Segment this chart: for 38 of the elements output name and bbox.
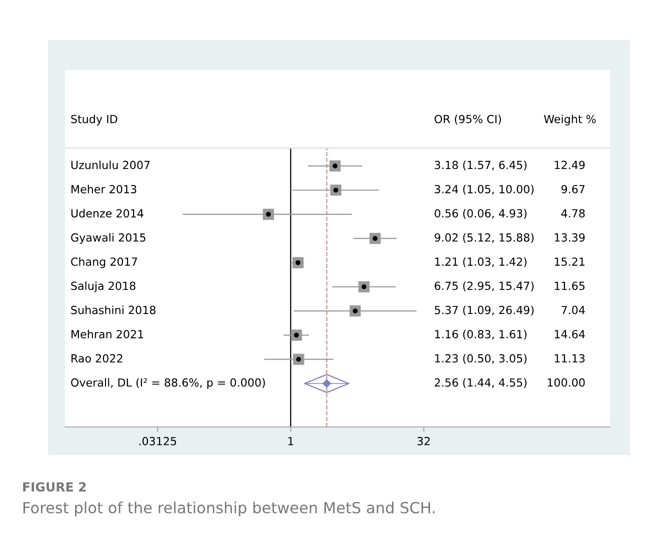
- annotation: 12.49: [554, 160, 585, 170]
- y-tick-label: Saluja 2018: [71, 281, 136, 292]
- y-tick-label: Rao 2022: [72, 354, 122, 363]
- y-tick-label: Uzunlulu 2007: [71, 160, 150, 170]
- annotation: 11.65: [554, 282, 585, 290]
- annotation: 1.16 (0.83, 1.61): [435, 330, 526, 340]
- annotation: 13.39: [554, 233, 585, 242]
- text: FIGURE 2: [23, 482, 86, 492]
- annotation: 1.23 (0.50, 3.05): [435, 354, 526, 364]
- annotation: 1.21 (1.03, 1.42): [435, 257, 526, 268]
- y-tick-label: Chang 2017: [71, 257, 138, 268]
- text: OR (95% CI): [434, 114, 501, 125]
- annotation: 11.13: [554, 354, 585, 363]
- annotation: 5.37 (1.09, 26.49): [434, 306, 534, 316]
- annotation: 9.02 (5.12, 15.88): [434, 233, 534, 243]
- y-tick-label: Udenze 2014: [71, 208, 144, 218]
- annotation: 2.56 (1.44, 4.55): [434, 378, 526, 388]
- annotation: 7.04: [562, 306, 585, 314]
- annotation: 0.56 (0.06, 4.93): [434, 208, 526, 219]
- y-axis-title: Study ID: [71, 114, 118, 126]
- y-tick-label: Mehran 2021: [72, 330, 144, 338]
- x-tick-label: 32: [418, 436, 430, 446]
- x-tick-label: .03125: [139, 436, 176, 446]
- annotation: 6.75 (2.95, 15.47): [434, 281, 534, 292]
- y-tick-label: Gyawali 2015: [71, 233, 146, 244]
- annotation: 3.18 (1.57, 6.45): [434, 160, 526, 170]
- y-tick-label: Meher 2013: [72, 184, 136, 194]
- annotation: 100.00: [548, 378, 585, 387]
- annotation: 14.64: [554, 330, 585, 338]
- annotation: 4.78: [561, 209, 585, 218]
- y-tick-label: Suhashini 2018: [71, 306, 156, 314]
- x-tick-label: 1: [288, 437, 294, 446]
- annotation: 15.21: [554, 257, 584, 266]
- annotation: 3.24 (1.05, 10.00): [434, 184, 534, 195]
- annotation: 9.67: [561, 184, 585, 194]
- text: Forest plot of the relationship between MetS and SCH.: [24, 502, 434, 516]
- y-tick-label: Overall, DL (I² = 88.6%, p = 0.000): [71, 378, 265, 389]
- text: Weight %: [544, 114, 596, 126]
